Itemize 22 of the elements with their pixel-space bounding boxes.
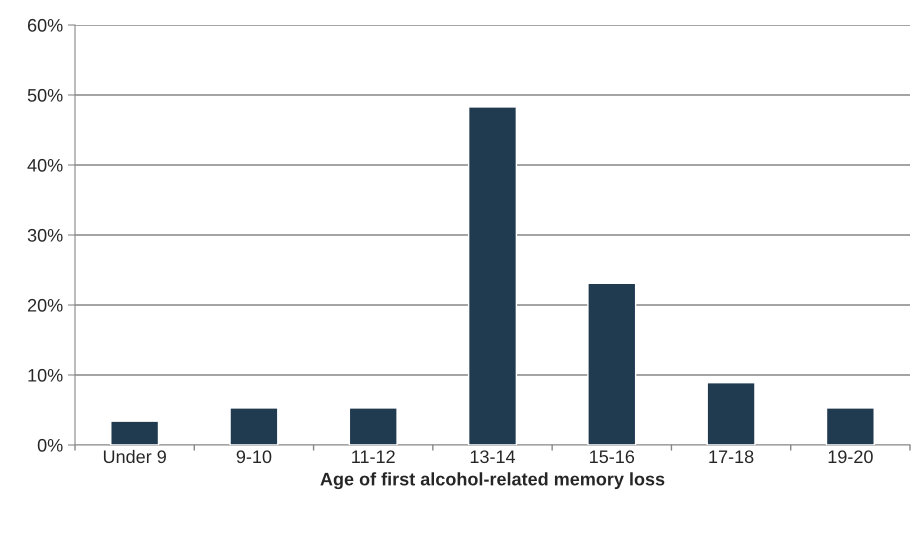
bar [348, 407, 398, 445]
x-tick-label: 11-12 [352, 450, 395, 463]
y-tick-label: 30% [28, 228, 63, 242]
bar [826, 407, 875, 445]
y-tick-label: 50% [28, 88, 63, 102]
bar [110, 420, 160, 445]
x-tick-label: 13-14 [470, 450, 516, 464]
x-tick-label: Under 9 [104, 450, 166, 464]
x-tick-label: 17-18 [709, 450, 754, 464]
y-tick-label: 40% [27, 158, 63, 172]
bar [229, 407, 278, 445]
x-tick-label: 9-10 [236, 450, 272, 464]
y-tick-label: 0% [38, 438, 63, 452]
x-tick-label: 19-20 [828, 450, 873, 464]
y-tick-label: 20% [28, 298, 63, 312]
y-tick-label: 60% [28, 18, 63, 32]
x-axis-title: Age of first alcohol-related memory loss [320, 472, 664, 490]
bar [706, 382, 756, 445]
bar [468, 106, 518, 445]
y-tick-label: 10% [28, 368, 63, 382]
x-tick-label: 15-16 [590, 450, 634, 464]
bar [587, 282, 636, 445]
